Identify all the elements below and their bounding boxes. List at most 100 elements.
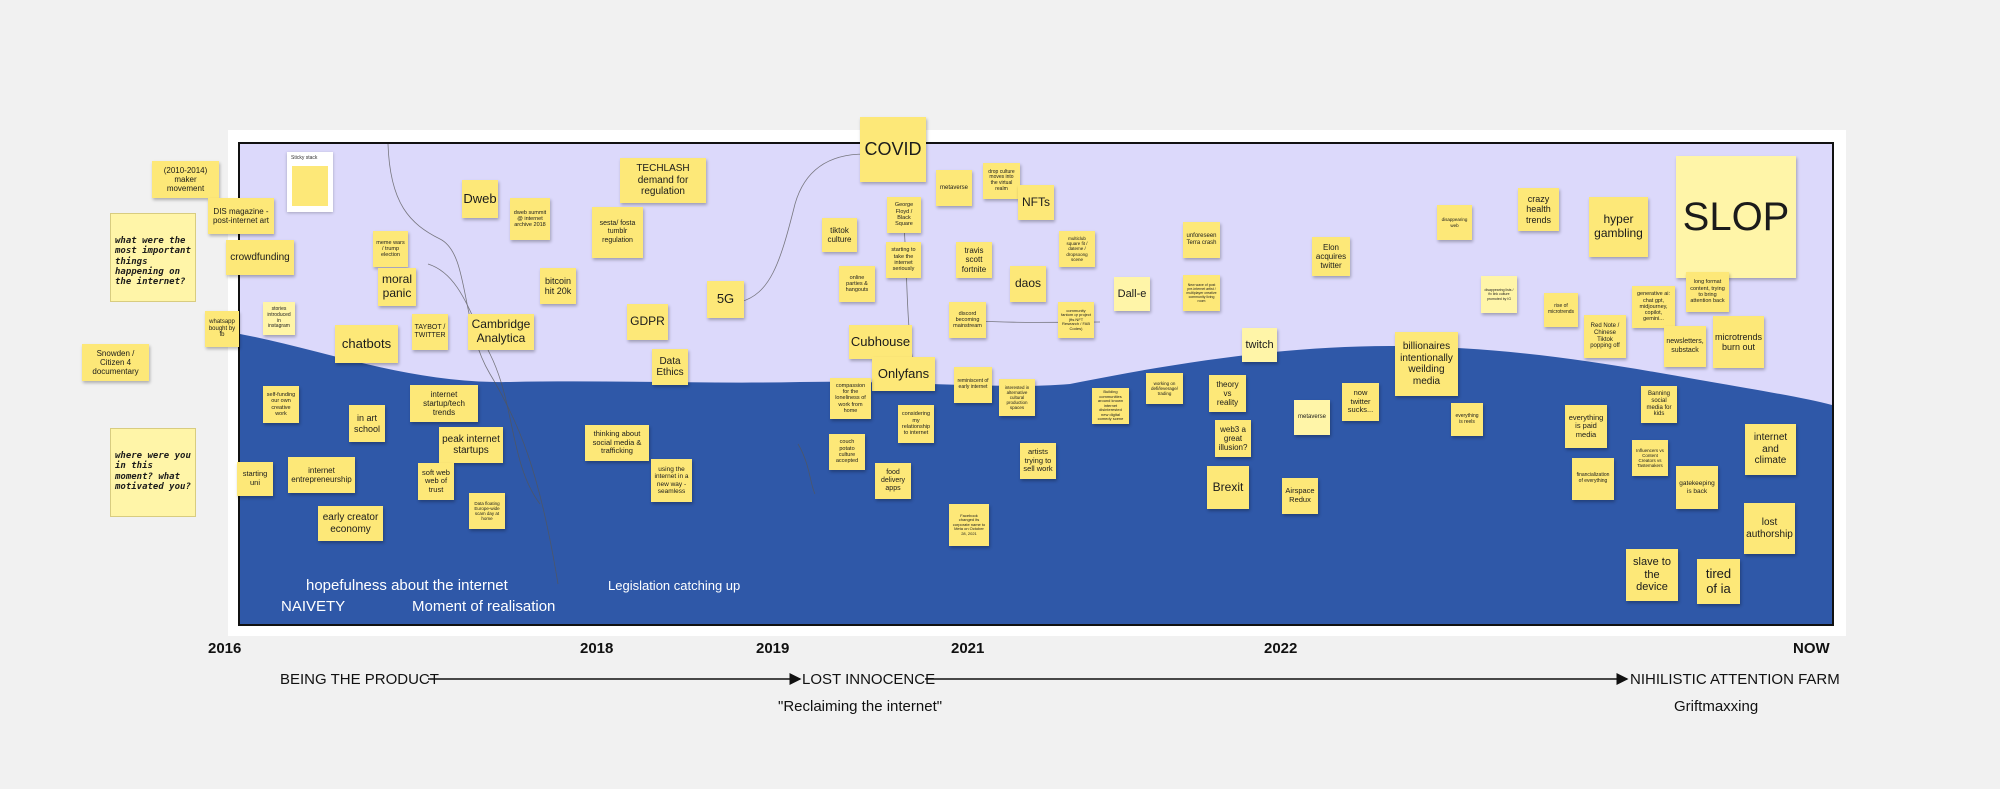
sticky-note[interactable]: DIS magazine - post-internet art [208,198,274,234]
sticky-note[interactable]: using the internet in a new way - seamle… [651,459,692,502]
sticky-note[interactable]: artists trying to sell work [1020,443,1056,479]
sticky-note[interactable]: Airspace Redux [1282,478,1318,514]
era-lost-innocence: LOST INNOCENCE [802,671,936,688]
sticky-note[interactable]: travis scott fortnite [956,242,992,278]
sticky-note[interactable]: New wave of post pre-internet artist / m… [1183,275,1220,311]
sticky-note[interactable]: disappearing web [1437,205,1472,240]
sticky-note[interactable]: reminiscent of early internet [954,367,992,403]
sticky-note[interactable]: Cambridge Analytica [468,314,534,350]
sticky-note[interactable]: everything is paid media [1565,405,1607,448]
sticky-note[interactable]: long format content, trying to bring att… [1686,272,1729,312]
sticky-note[interactable]: couch potato culture accepted [829,434,865,470]
sticky-note[interactable]: Brexit [1207,466,1249,509]
sticky-note[interactable]: rise of microtrends [1544,293,1578,327]
sticky-note[interactable]: internet startup/tech trends [410,385,478,422]
sticky-note[interactable]: internet and climate [1745,424,1796,475]
sticky-note[interactable]: interested in alternative cultural produ… [999,379,1035,416]
sticky-note[interactable]: web3 a great illusion? [1215,420,1251,457]
sticky-note[interactable]: in art school [349,405,385,442]
sticky-note[interactable]: soft web web of trust [418,463,454,500]
question-note[interactable]: what were the most important things happ… [110,213,196,302]
sticky-note[interactable]: bitcoin hit 20k [540,268,576,304]
sticky-note[interactable]: metaverse [1294,400,1330,435]
sticky-note[interactable]: discord becoming mainstream [949,302,986,338]
sticky-note[interactable]: online parties & hangouts [839,266,875,302]
sticky-note[interactable]: Snowden / Citizen 4 documentary [82,344,149,381]
sticky-note[interactable]: theory vs reality [1209,375,1246,412]
question-note[interactable]: where were you in this moment? what moti… [110,428,196,517]
sticky-note[interactable]: chatbots [335,325,398,363]
sticky-note[interactable]: hyper gambling [1589,197,1648,257]
sticky-note[interactable]: Facebook changed its corporate name to M… [949,504,989,546]
sticky-note[interactable]: Dweb [462,180,498,218]
sticky-note[interactable]: food delivery apps [875,463,911,499]
hopefulness-label: hopefulness about the internet [306,577,508,594]
sticky-note[interactable]: compassion for the loneliness of work fr… [830,378,871,419]
sticky-note[interactable]: drop culture moves into the virtual real… [983,163,1020,199]
sticky-note[interactable]: microtrends burn out [1713,316,1764,368]
sticky-note[interactable]: stories introduced in instagram [263,302,295,335]
sticky-note[interactable]: multiclub square fit / dateme / dropsoon… [1059,231,1095,267]
era-griftmaxxing: Griftmaxxing [1674,698,1759,715]
sticky-note[interactable]: TAYBOT / TWITTER [412,314,448,350]
sticky-note[interactable]: everything is reels [1451,403,1483,436]
sticky-note[interactable]: Influencers vs Content Creators vs Taste… [1632,440,1668,476]
sticky-note[interactable]: Data floating Europe-wide scam day at ho… [469,493,505,529]
year-label-2018: 2018 [580,640,614,657]
sticky-note[interactable]: lost authorship [1744,503,1795,554]
sticky-note[interactable]: tired of ia [1697,559,1740,604]
sticky-note[interactable]: tiktok culture [822,218,857,252]
sticky-note[interactable]: whatsapp bought by fb [205,311,239,347]
era-nihilistic-attention-farm: NIHILISTIC ATTENTION FARM [1630,671,1840,688]
sticky-note[interactable]: Red Note / Chinese Tiktok popping off [1584,315,1626,358]
sticky-note[interactable]: TECHLASH demand for regulation [620,158,706,203]
sticky-note[interactable]: Data Ethics [652,349,688,385]
sticky-note[interactable]: Elon acquires twitter [1312,237,1350,276]
sticky-note[interactable]: GDPR [627,304,668,340]
sticky-note[interactable]: meme wars / trump election [373,231,408,267]
sticky-note[interactable]: NFTs [1018,185,1054,220]
naivety-label: NAIVETY [281,598,346,615]
sticky-note[interactable]: internet entrepreneurship [288,457,355,493]
sticky-note[interactable]: Cubhouse [849,325,912,359]
sticky-note[interactable]: peak internet startups [439,427,503,463]
sticky-note[interactable]: working on defi/leverage/ trading [1146,373,1183,404]
sticky-note[interactable]: crazy health trends [1518,188,1559,231]
sticky-note[interactable]: (2010-2014) maker movement [152,161,219,198]
sticky-note[interactable]: community fantom qr project (fts NFT Res… [1058,302,1094,338]
sticky-note[interactable]: starting uni [237,462,273,496]
sticky-note[interactable]: Banning social media for kids [1641,386,1677,423]
sticky-note[interactable]: thinking about social media & traffickin… [585,425,649,461]
sticky-note[interactable]: George Floyd / Black Square [887,197,921,233]
sticky-note[interactable]: generative ai: chat gpt, midjourney, cop… [1632,286,1675,328]
sticky-note[interactable]: Onlyfans [872,357,935,391]
sticky-note[interactable]: gatekeeping is back [1676,466,1718,509]
timeline-frame: hopefulness about the internet NAIVETY M… [238,142,1834,626]
sticky-note[interactable]: twitch [1242,328,1277,362]
sticky-note[interactable]: COVID [860,117,926,182]
sticky-note[interactable]: slave to the device [1626,549,1678,601]
sticky-note[interactable]: crowdfunding [226,240,294,275]
sticky-note[interactable]: disappearing lists / fix link culture pr… [1481,276,1517,313]
sticky-note[interactable]: newsletters, substack [1664,326,1706,367]
sticky-note[interactable]: financialization of everything [1572,458,1614,500]
sticky-note[interactable]: moral panic [378,268,416,306]
sticky-note[interactable]: SLOP [1676,156,1796,278]
lower-wave-band [240,334,1832,624]
sticky-note[interactable]: starting to take the internet seriously [886,242,921,278]
sticky-note[interactable]: unforeseen Terra crash [1183,222,1220,258]
sticky-note[interactable]: now twitter sucks... [1342,383,1379,421]
sticky-note[interactable]: 5G [707,281,744,318]
sticky-note[interactable]: sesta/ fosta tumblr regulation [592,207,643,258]
sticky-note[interactable]: considering my relationship to internet [898,405,934,443]
sticky-stack-widget[interactable]: Sticky stack [287,152,333,212]
sticky-note[interactable]: daos [1010,266,1046,302]
sticky-note[interactable]: self-funding our own creative work [263,386,299,423]
sticky-note[interactable]: metaverse [936,170,972,206]
sticky-note[interactable]: early creator economy [318,506,383,541]
sticky-note[interactable]: billionaires intentionally weilding medi… [1395,332,1458,396]
sticky-note[interactable]: Dall-e [1114,277,1150,311]
sticky-note[interactable]: dweb summit @ internet archive 2018 [510,198,550,240]
timeline-bands [240,144,1832,624]
sticky-note[interactable]: Building communities around known intern… [1092,388,1129,424]
